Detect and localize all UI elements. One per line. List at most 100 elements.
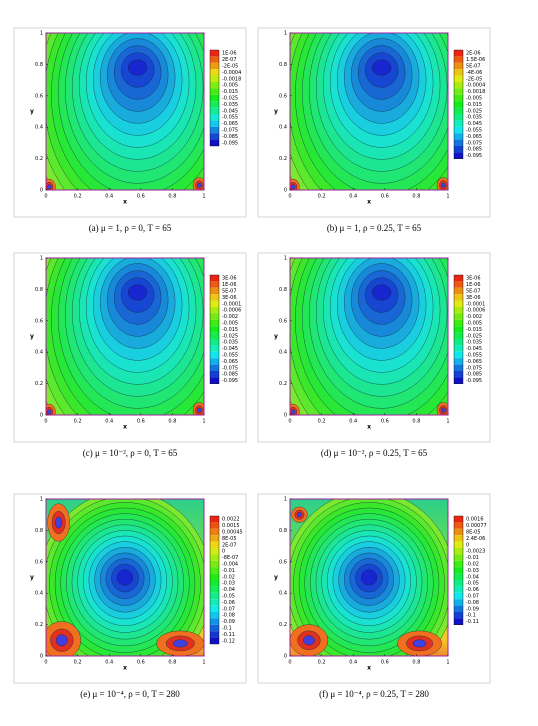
legend-label: -0.0006: [222, 308, 241, 314]
legend-label: -0.045: [466, 121, 482, 127]
panel-frame: [257, 493, 491, 684]
legend-label: -0.0004: [466, 83, 485, 89]
colorbar-frame: [209, 49, 220, 147]
colorbar-swatch: [210, 281, 219, 288]
y-tick-label: 1: [40, 31, 43, 37]
colorbar-swatch: [210, 371, 219, 378]
colorbar-swatch: [210, 69, 219, 76]
colorbar-swatch: [454, 94, 463, 102]
legend-label: -0.02: [222, 574, 235, 580]
legend-label: -0.05: [222, 594, 235, 600]
colorbar-swatch: [454, 377, 463, 384]
legend-label: 2E-07: [222, 57, 237, 63]
colorbar-swatch: [210, 612, 219, 619]
legend-label: -0.025: [222, 96, 238, 102]
x-tick-label: 0.4: [105, 194, 113, 200]
colorbar-swatch: [210, 300, 219, 307]
caption: (f) μ = 10⁻⁴, ρ = 0.25, T = 280: [319, 689, 429, 699]
colorbar-swatch: [210, 358, 219, 365]
legend-label: 3E-06: [222, 276, 237, 282]
y-tick-label: 0.8: [35, 62, 43, 68]
colorbar-swatch: [210, 573, 219, 580]
colorbar-swatch: [454, 612, 463, 619]
y-axis-label: y: [30, 108, 34, 115]
colorbar-swatch: [210, 377, 219, 384]
colorbar-swatch: [210, 592, 219, 600]
colorbar-swatch: [210, 528, 219, 536]
x-tick-label: 1: [202, 660, 205, 666]
plot-border: [45, 257, 205, 416]
y-tick-label: 0: [284, 654, 287, 660]
colorbar-swatch: [454, 618, 463, 625]
colorbar-swatch: [210, 618, 219, 625]
colorbar-swatch: [210, 339, 219, 346]
y-tick-label: 0.4: [279, 125, 287, 131]
x-tick-label: 0.4: [349, 419, 357, 425]
y-tick-label: 0.2: [35, 622, 43, 628]
colorbar-swatch: [454, 146, 463, 153]
colorbar-swatch: [210, 294, 219, 301]
x-tick-label: 0.8: [168, 660, 176, 666]
legend-label: -0.0006: [466, 308, 485, 314]
panel-frame: [13, 252, 247, 443]
legend-label: -0.0001: [466, 301, 485, 307]
colorbar-swatch: [454, 50, 463, 57]
colorbar-swatch: [210, 345, 219, 352]
eddy: [55, 634, 68, 647]
eddy: [173, 639, 188, 648]
legend-label: -0.0018: [466, 89, 485, 95]
legend-label: -0.1: [466, 613, 476, 619]
legend-label: -0.11: [222, 632, 235, 638]
colorbar-swatch: [454, 139, 463, 146]
colorbar-swatch: [210, 351, 219, 359]
legend-label: 3E-06: [222, 295, 237, 301]
eddy: [303, 635, 315, 646]
legend-label: -0.085: [222, 372, 238, 378]
legend-label: 0.00077: [466, 523, 487, 529]
x-tick-label: 0.4: [349, 194, 357, 200]
legend-label: -0.06: [466, 587, 479, 593]
colorbar-swatch: [210, 114, 219, 121]
x-tick-label: 0.4: [349, 660, 357, 666]
colorbar-swatch: [454, 120, 463, 127]
legend-label: -0.045: [222, 346, 238, 352]
colorbar-swatch: [210, 56, 219, 63]
colorbar-swatch: [454, 313, 463, 320]
legend-label: -0.004: [222, 562, 238, 568]
legend-label: -4E-06: [466, 70, 482, 76]
panel-frame: [257, 27, 491, 218]
colorbar-swatch: [454, 541, 463, 548]
legend-label: 3E-06: [466, 276, 481, 282]
y-tick-label: 0.4: [35, 125, 43, 131]
colorbar-swatch: [454, 599, 463, 606]
legend-label: -0.005: [466, 321, 482, 327]
legend-label: -2E-05: [466, 76, 482, 82]
colorbar-swatch: [210, 133, 219, 140]
x-tick-label: 0: [288, 194, 291, 200]
y-tick-label: 0.4: [35, 350, 43, 356]
colorbar-swatch: [210, 107, 219, 114]
legend-label: -0.015: [466, 102, 482, 108]
colorbar-swatch: [210, 560, 219, 568]
contour: [116, 569, 134, 586]
panel-frame: [257, 252, 491, 443]
legend-label: 0.0022: [222, 517, 240, 523]
colorbar-frame: [209, 515, 220, 645]
colorbar-swatch: [210, 62, 219, 70]
x-tick-label: 0.2: [318, 419, 326, 425]
legend-label: -0.095: [466, 378, 482, 384]
legend-label: -0.075: [466, 140, 482, 146]
colorbar-swatch: [454, 69, 463, 76]
colorbar-swatch: [454, 319, 463, 327]
colorbar-swatch: [454, 554, 463, 561]
x-axis-label: x: [367, 665, 371, 672]
legend-label: -0.055: [466, 353, 482, 359]
legend-label: 5E-07: [222, 289, 237, 295]
y-tick-label: 0.4: [279, 591, 287, 597]
x-tick-label: 0.6: [381, 660, 389, 666]
y-tick-label: 1: [284, 256, 287, 262]
legend-label: -0.0023: [466, 549, 485, 555]
legend-label: -0.025: [466, 333, 482, 339]
caption: (c) μ = 10⁻², ρ = 0, T = 65: [83, 448, 178, 458]
